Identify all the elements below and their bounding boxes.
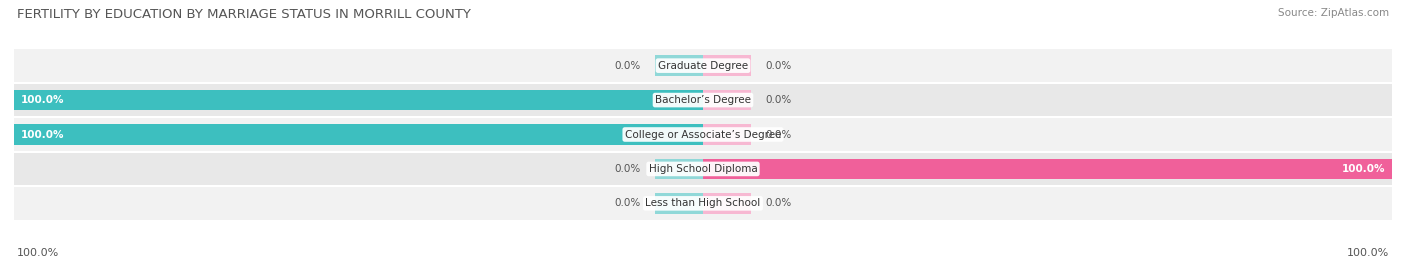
Text: 0.0%: 0.0% (614, 164, 641, 174)
Bar (703, 55, 751, 76)
Text: 0.0%: 0.0% (765, 95, 792, 105)
Text: 100.0%: 100.0% (21, 129, 65, 140)
Bar (14, 90, 703, 110)
Text: 0.0%: 0.0% (614, 61, 641, 71)
Text: Graduate Degree: Graduate Degree (658, 61, 748, 71)
Text: FERTILITY BY EDUCATION BY MARRIAGE STATUS IN MORRILL COUNTY: FERTILITY BY EDUCATION BY MARRIAGE STATU… (17, 8, 471, 21)
Bar (14, 49, 1392, 82)
Bar (703, 159, 1392, 179)
Text: 0.0%: 0.0% (765, 61, 792, 71)
Text: Bachelor’s Degree: Bachelor’s Degree (655, 95, 751, 105)
Text: 0.0%: 0.0% (765, 129, 792, 140)
Text: 100.0%: 100.0% (1347, 248, 1389, 258)
Bar (703, 90, 751, 110)
Text: 0.0%: 0.0% (765, 198, 792, 208)
Bar (14, 84, 1392, 116)
Bar (703, 193, 751, 214)
Bar (14, 153, 1392, 185)
Bar (14, 124, 703, 145)
Text: High School Diploma: High School Diploma (648, 164, 758, 174)
Bar (14, 187, 1392, 220)
Text: 100.0%: 100.0% (1341, 164, 1385, 174)
Text: 100.0%: 100.0% (17, 248, 59, 258)
Text: College or Associate’s Degree: College or Associate’s Degree (624, 129, 782, 140)
Text: Source: ZipAtlas.com: Source: ZipAtlas.com (1278, 8, 1389, 18)
Bar (703, 124, 751, 145)
Text: 100.0%: 100.0% (21, 95, 65, 105)
Bar (655, 159, 703, 179)
Text: 0.0%: 0.0% (614, 198, 641, 208)
Bar (655, 193, 703, 214)
Bar (655, 55, 703, 76)
Bar (14, 118, 1392, 151)
Text: Less than High School: Less than High School (645, 198, 761, 208)
